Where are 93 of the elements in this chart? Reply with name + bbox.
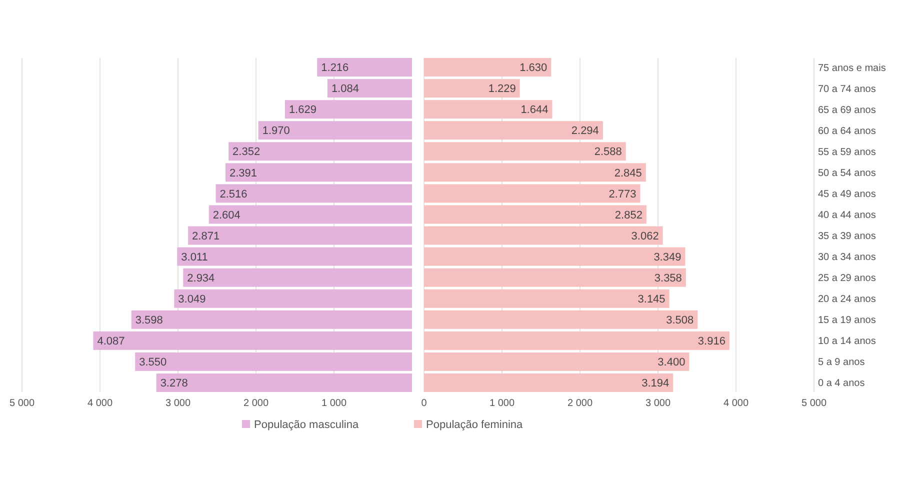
bar (424, 331, 730, 350)
y-tick-label: 50 a 54 anos (818, 168, 876, 179)
data-label: 4.087 (97, 336, 125, 348)
y-tick-label: 40 a 44 anos (818, 210, 876, 221)
x-tick-label: 3 000 (165, 398, 191, 409)
bar (424, 268, 686, 287)
bar (208, 205, 412, 224)
bar (284, 100, 412, 119)
x-tick-label: 2 000 (567, 398, 593, 409)
data-label: 3.508 (666, 314, 694, 326)
bar (424, 79, 520, 98)
y-tick-label: 30 a 34 anos (818, 252, 876, 264)
data-label: 1.084 (331, 83, 359, 96)
bar (317, 58, 412, 77)
data-label: 1.644 (520, 104, 548, 116)
data-label: 1.229 (488, 83, 516, 96)
data-label: 1.629 (288, 104, 316, 116)
y-tick-label: 20 a 24 anos (818, 294, 876, 306)
bar (174, 289, 412, 308)
legend-label: População masculina (254, 419, 360, 431)
data-label: 1.630 (520, 62, 548, 74)
bar (424, 226, 663, 245)
data-label: 3.049 (178, 293, 206, 306)
y-tick-label: 70 a 74 anos (818, 84, 876, 95)
bar (228, 142, 412, 161)
y-tick-label: 35 a 39 anos (818, 231, 876, 242)
bar (258, 121, 412, 140)
bar (424, 352, 690, 371)
data-label: 3.598 (135, 314, 163, 326)
data-label: 3.358 (654, 272, 682, 284)
y-tick-label: 65 a 69 anos (818, 104, 876, 116)
bar (424, 142, 626, 161)
y-tick-label: 75 anos e mais (818, 62, 886, 74)
data-label: 1.216 (321, 62, 349, 74)
data-label: 3.011 (181, 251, 208, 264)
data-label: 2.294 (571, 125, 599, 138)
bar (424, 289, 670, 308)
bar (424, 205, 646, 224)
bar (226, 163, 412, 182)
data-label: 3.550 (139, 356, 167, 369)
data-label: 2.516 (220, 188, 248, 200)
legend-label: População feminina (426, 419, 524, 431)
bar (135, 352, 412, 371)
y-tick-label: 55 a 59 anos (818, 146, 876, 158)
x-tick-label: 2 000 (243, 398, 269, 409)
bar (327, 79, 412, 98)
x-tick-label: 5 000 (801, 398, 827, 409)
data-label: 2.934 (187, 272, 215, 284)
data-label: 2.871 (192, 230, 220, 242)
bar (177, 247, 412, 266)
bar (424, 310, 698, 329)
x-tick-label: 3 000 (645, 398, 671, 409)
bar (424, 247, 686, 266)
bar (424, 373, 674, 392)
bar (424, 163, 646, 182)
data-label: 3.145 (638, 293, 666, 306)
y-tick-label: 60 a 64 anos (818, 126, 876, 137)
data-label: 2.773 (608, 188, 636, 200)
data-label: 2.852 (614, 209, 642, 222)
data-label: 2.604 (212, 209, 240, 222)
x-tick-label: 4 000 (87, 398, 113, 409)
bar (424, 121, 603, 140)
data-label: 1.970 (262, 125, 290, 138)
y-tick-label: 5 a 9 anos (818, 357, 865, 368)
bar (183, 268, 412, 287)
bar (216, 184, 412, 203)
bar (424, 100, 552, 119)
bar (131, 310, 412, 329)
bar (188, 226, 412, 245)
data-label: 2.588 (594, 146, 622, 158)
data-label: 2.845 (614, 167, 642, 180)
data-label: 2.391 (230, 167, 258, 180)
bar (424, 58, 552, 77)
x-tick-label: 4 000 (723, 398, 749, 409)
data-label: 2.352 (232, 146, 260, 158)
bar (93, 331, 412, 350)
data-label: 3.278 (160, 378, 188, 390)
data-label: 3.194 (642, 378, 670, 390)
data-label: 3.916 (698, 336, 726, 348)
y-tick-label: 10 a 14 anos (818, 336, 876, 348)
data-label: 3.062 (631, 230, 659, 242)
x-tick-label: 0 (421, 398, 428, 409)
y-tick-label: 45 a 49 anos (818, 188, 876, 200)
x-tick-label: 1 000 (321, 398, 347, 409)
y-tick-label: 0 a 4 anos (818, 378, 865, 390)
y-tick-label: 25 a 29 anos (818, 273, 876, 284)
data-label: 3.400 (658, 356, 686, 369)
bar (424, 184, 640, 203)
x-tick-label: 1 000 (489, 398, 515, 409)
x-tick-label: 5 000 (9, 398, 35, 409)
y-tick-label: 15 a 19 anos (818, 315, 876, 326)
bar (156, 373, 412, 392)
data-label: 3.349 (654, 251, 682, 264)
